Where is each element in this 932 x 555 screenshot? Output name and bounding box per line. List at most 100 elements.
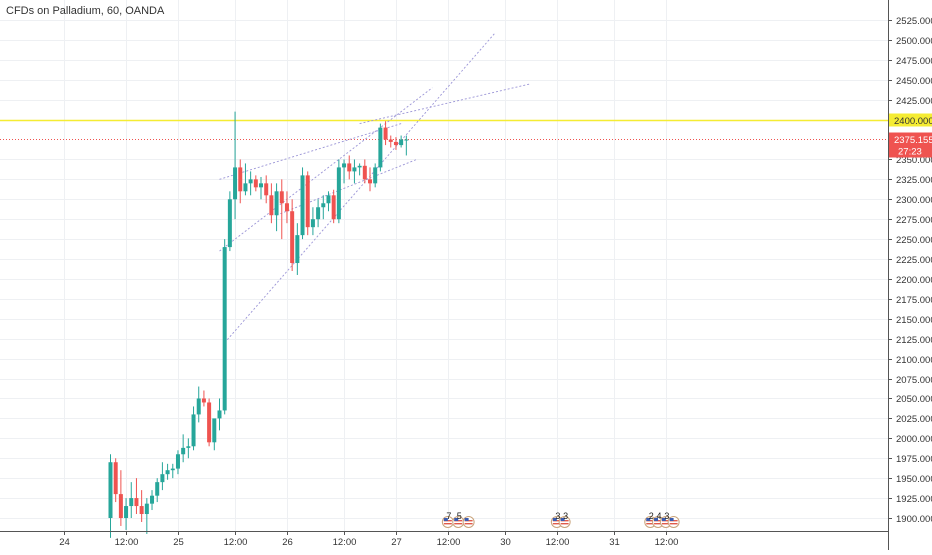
candle[interactable] bbox=[399, 135, 404, 148]
event-flag-canton bbox=[560, 518, 565, 521]
candle[interactable] bbox=[404, 135, 409, 156]
candle-body bbox=[217, 410, 222, 419]
last-price-value: 2375.155 bbox=[894, 135, 932, 146]
event-flag-icon[interactable]: 5 bbox=[452, 511, 465, 528]
candle[interactable] bbox=[300, 167, 305, 240]
candle-body bbox=[378, 127, 383, 168]
event-flag-icon[interactable] bbox=[667, 516, 680, 528]
candle[interactable] bbox=[181, 434, 186, 463]
candle-body bbox=[155, 482, 160, 496]
bar-countdown: 27:23 bbox=[898, 147, 922, 158]
candle-body bbox=[357, 165, 362, 168]
candle-body bbox=[321, 203, 326, 208]
candle[interactable] bbox=[279, 179, 284, 240]
event-flag-icon[interactable]: 7 bbox=[441, 511, 454, 528]
candle-body bbox=[326, 195, 331, 204]
candle-body bbox=[175, 454, 180, 469]
candle[interactable] bbox=[170, 463, 175, 479]
candle[interactable] bbox=[383, 121, 388, 146]
trend-line[interactable] bbox=[276, 159, 417, 216]
candle[interactable] bbox=[160, 462, 165, 491]
candle[interactable] bbox=[284, 191, 289, 224]
candle[interactable] bbox=[331, 189, 336, 224]
event-count-label: 3 bbox=[555, 511, 560, 521]
candle[interactable] bbox=[124, 498, 129, 530]
candle[interactable] bbox=[150, 490, 155, 511]
candle[interactable] bbox=[129, 482, 134, 518]
candle-body bbox=[139, 506, 144, 515]
candle[interactable] bbox=[378, 123, 383, 172]
trend-line[interactable] bbox=[219, 87, 433, 252]
event-flag-canton bbox=[443, 518, 448, 521]
candle[interactable] bbox=[134, 478, 139, 515]
candle[interactable] bbox=[316, 199, 321, 228]
candle[interactable] bbox=[373, 163, 378, 188]
event-flag-icon[interactable] bbox=[462, 516, 475, 528]
y-tick-label: 1975.000 bbox=[896, 454, 932, 465]
candle[interactable] bbox=[175, 450, 180, 475]
candle[interactable] bbox=[352, 159, 357, 184]
candle[interactable] bbox=[321, 195, 326, 220]
candle[interactable] bbox=[295, 223, 300, 275]
candle[interactable] bbox=[336, 159, 341, 224]
trend-line[interactable] bbox=[224, 33, 495, 343]
x-tick-label: 31 bbox=[609, 537, 620, 548]
candle[interactable] bbox=[347, 155, 352, 180]
candle[interactable] bbox=[217, 398, 222, 431]
candle[interactable] bbox=[191, 406, 196, 451]
event-flag-stripe bbox=[654, 523, 663, 525]
candle[interactable] bbox=[165, 463, 170, 480]
candle[interactable] bbox=[139, 490, 144, 522]
candle[interactable] bbox=[212, 418, 217, 451]
candle[interactable] bbox=[144, 498, 149, 534]
candle[interactable] bbox=[290, 199, 295, 271]
candle[interactable] bbox=[227, 191, 232, 252]
candle[interactable] bbox=[207, 398, 212, 447]
candle[interactable] bbox=[357, 163, 362, 176]
candle-body bbox=[284, 203, 289, 212]
candle-body bbox=[259, 183, 264, 188]
candle[interactable] bbox=[274, 183, 279, 232]
event-flag-canton bbox=[454, 518, 459, 521]
candle[interactable] bbox=[326, 191, 331, 212]
candle[interactable] bbox=[362, 159, 367, 184]
candle[interactable] bbox=[368, 167, 372, 192]
candle-body bbox=[279, 191, 284, 204]
candle[interactable] bbox=[264, 175, 269, 204]
last-price-label-bg bbox=[889, 132, 932, 158]
candle[interactable] bbox=[238, 159, 243, 204]
candle[interactable] bbox=[196, 386, 201, 423]
candle[interactable] bbox=[342, 159, 347, 184]
candle[interactable] bbox=[310, 207, 315, 236]
candle[interactable] bbox=[388, 135, 393, 148]
candle[interactable] bbox=[233, 111, 238, 220]
candle[interactable] bbox=[269, 183, 274, 224]
candle-body bbox=[342, 163, 347, 168]
event-flag-icon[interactable]: 3 bbox=[558, 511, 571, 528]
event-flag-stripe bbox=[464, 523, 473, 525]
candle-body bbox=[150, 495, 155, 504]
candle[interactable] bbox=[393, 137, 398, 150]
candle[interactable] bbox=[243, 163, 248, 196]
candle[interactable] bbox=[108, 454, 113, 538]
candle[interactable] bbox=[253, 175, 258, 192]
x-tick-label: 12:00 bbox=[546, 537, 570, 548]
candle[interactable] bbox=[248, 171, 253, 196]
candle[interactable] bbox=[113, 458, 118, 503]
candle-body bbox=[181, 447, 186, 455]
trend-line[interactable] bbox=[359, 83, 531, 125]
x-tick-label: 12:00 bbox=[224, 537, 248, 548]
candle[interactable] bbox=[201, 390, 206, 407]
candle[interactable] bbox=[259, 176, 264, 200]
candle[interactable] bbox=[155, 478, 160, 503]
y-tick-label: 2150.000 bbox=[896, 315, 932, 326]
candle[interactable] bbox=[222, 239, 227, 415]
candle[interactable] bbox=[186, 438, 191, 459]
candle[interactable] bbox=[118, 470, 123, 526]
y-tick-label: 2300.000 bbox=[896, 195, 932, 206]
x-tick-label: 12:00 bbox=[655, 537, 679, 548]
candle[interactable] bbox=[305, 171, 310, 236]
y-tick-label: 2425.000 bbox=[896, 96, 932, 107]
